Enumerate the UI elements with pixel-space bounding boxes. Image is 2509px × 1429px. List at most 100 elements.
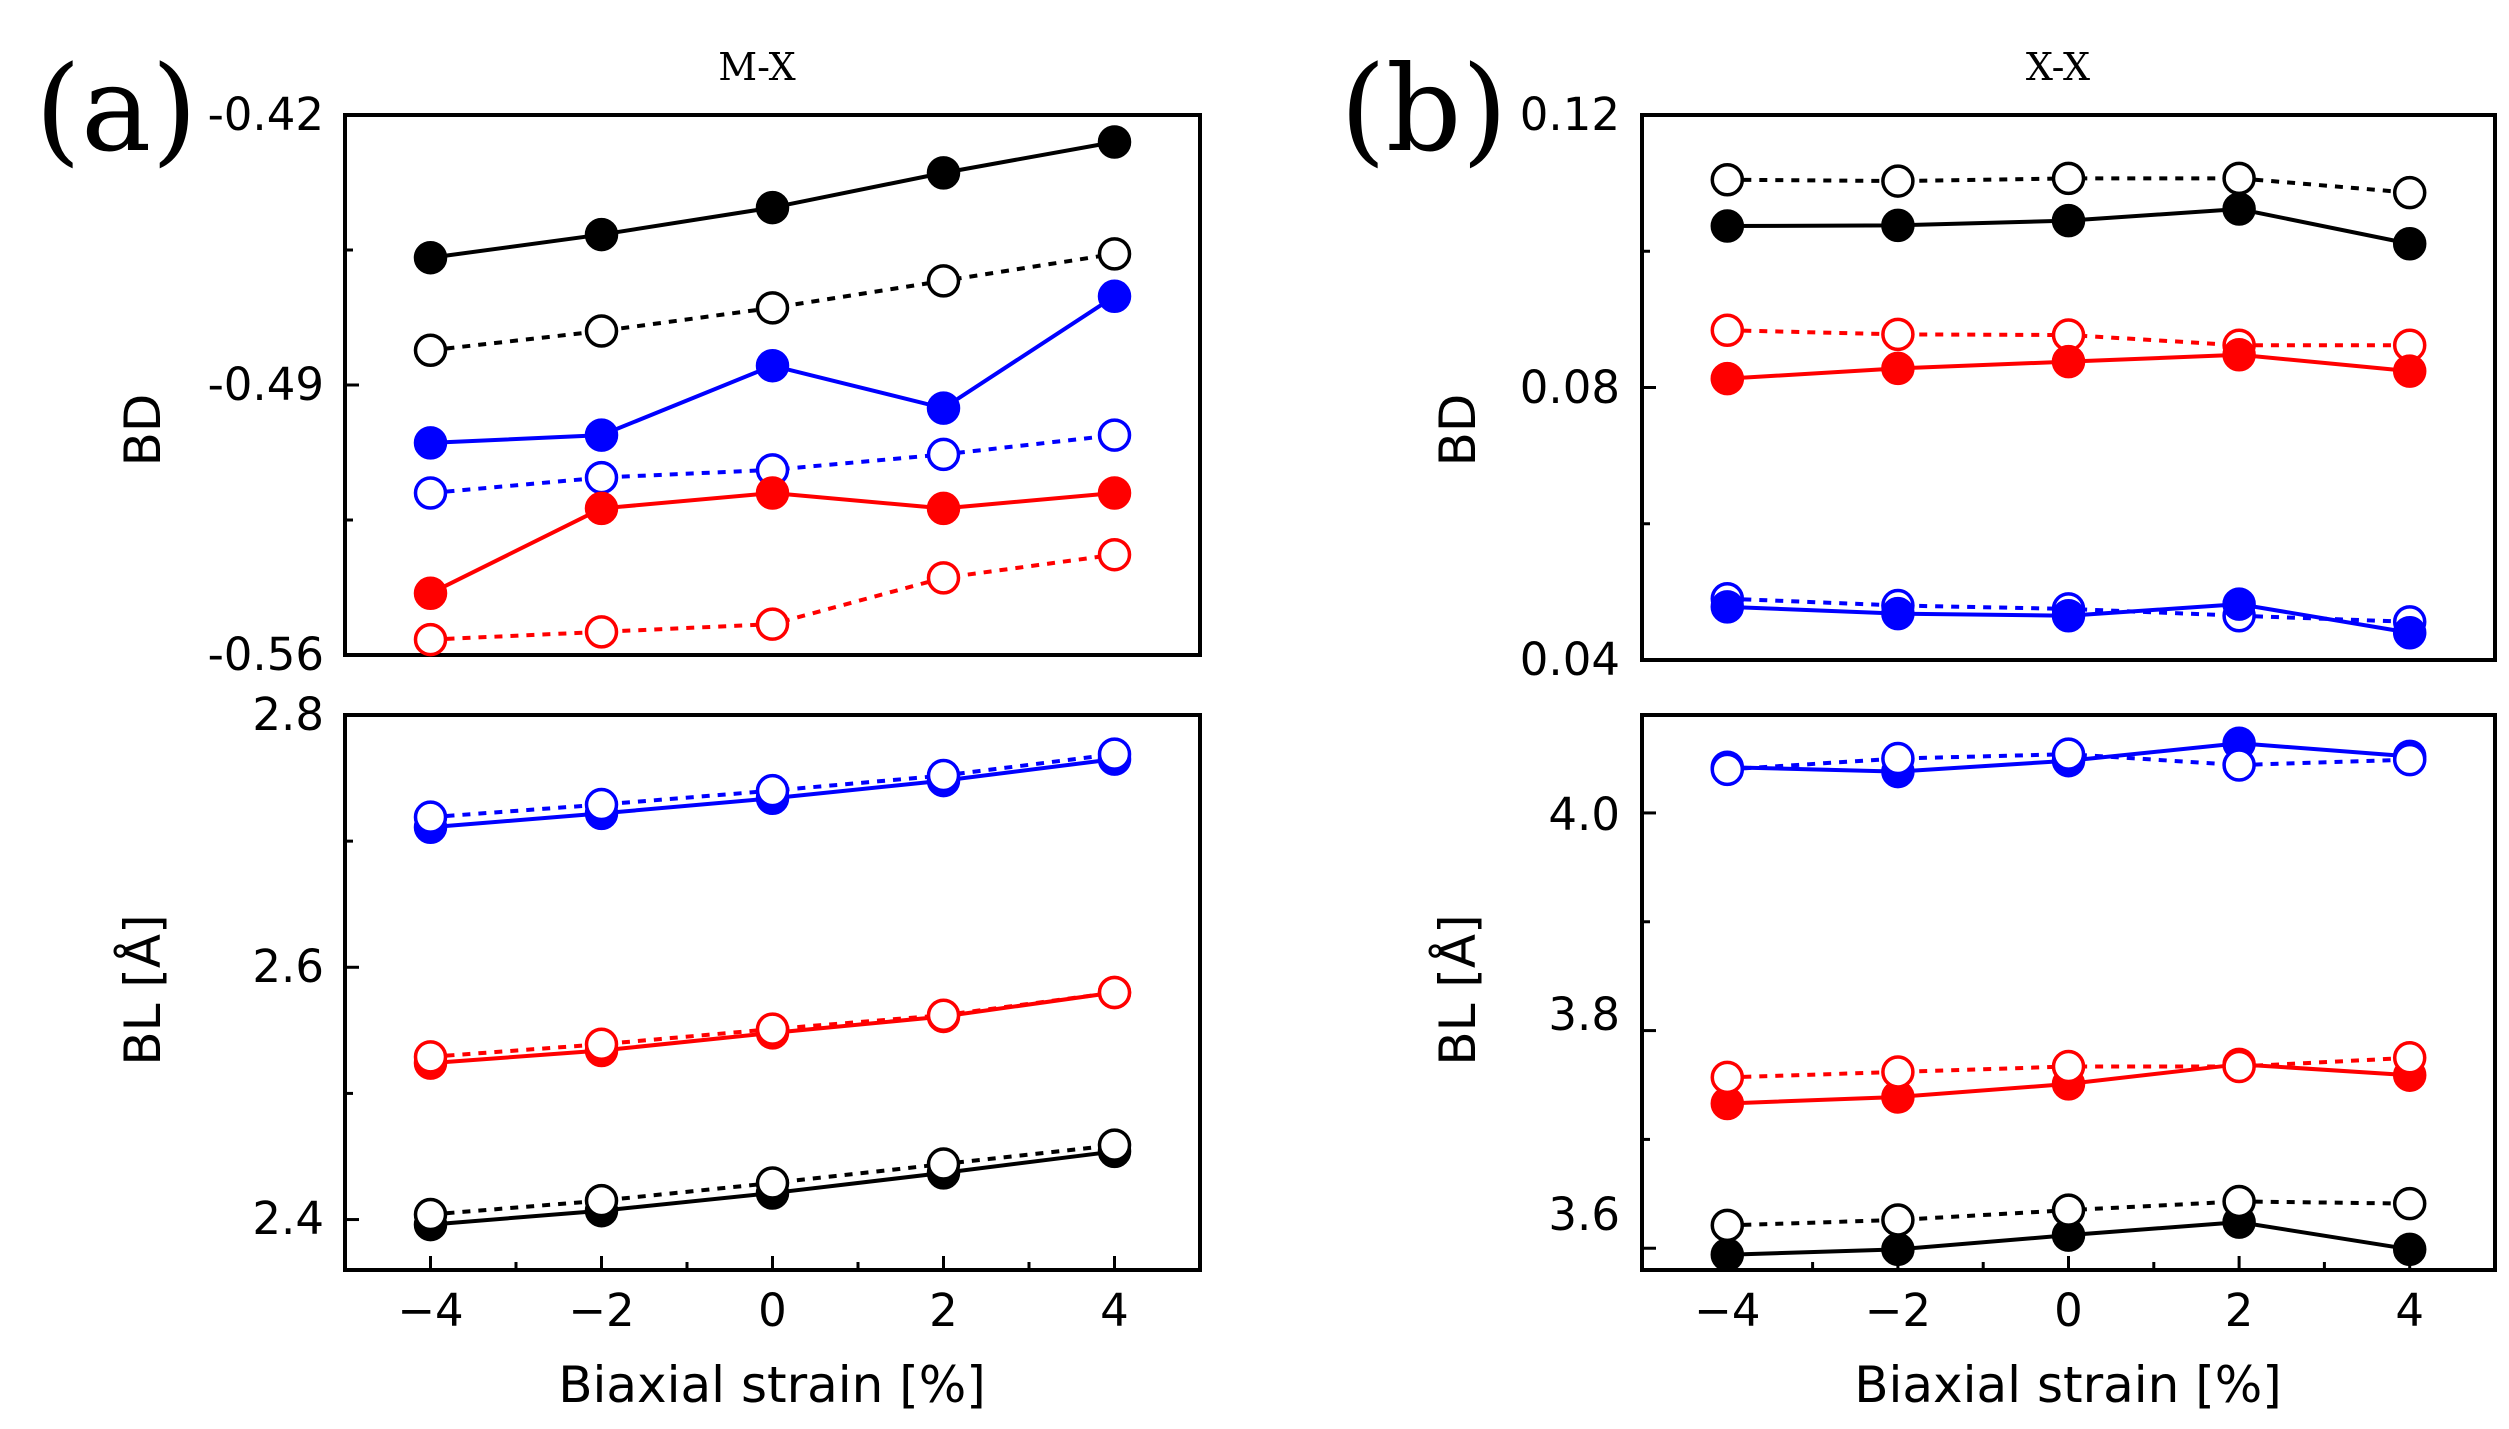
data-point: [584, 491, 619, 526]
x-tick-label: 0: [2054, 1284, 2083, 1337]
series-red-open: [413, 975, 1132, 1074]
x-tick-label: −2: [1865, 1284, 1931, 1337]
data-point: [2392, 616, 2427, 650]
data-point: [755, 476, 790, 510]
y-axis-label: BL [Å]: [1429, 914, 1487, 1065]
data-point: [755, 291, 790, 325]
data-point: [1097, 737, 1132, 771]
plot-a-bd: -0.42 -0.49 -0.56 BD: [114, 88, 1202, 681]
data-point: [2392, 1041, 2427, 1075]
panel-a-letter: (a): [35, 40, 197, 178]
series-red-open: [1710, 1041, 2427, 1095]
data-point: [1097, 1128, 1132, 1162]
y-tick-label: -0.56: [208, 628, 324, 681]
data-point: [1097, 125, 1132, 159]
data-point: [413, 426, 448, 460]
series-black-filled: [1710, 192, 2427, 261]
plot-a-bl: 2.8 2.6 2.4 BL [Å] −4 −2 0 2 4: [114, 688, 1202, 1337]
data-point: [1881, 1203, 1915, 1237]
series-black-open: [1710, 1184, 2427, 1243]
data-point: [2392, 1186, 2427, 1221]
data-point: [926, 264, 961, 298]
plot-b-bd: 0.12 0.08 0.04 BD: [1429, 88, 2497, 686]
data-point: [413, 476, 448, 510]
data-point: [584, 787, 619, 822]
x-tick-label: 2: [2225, 1284, 2254, 1337]
y-tick-label: 0.12: [1520, 88, 1620, 141]
data-point: [1881, 164, 1915, 198]
data-point: [2392, 227, 2427, 261]
data-point: [926, 156, 961, 190]
data-point: [2222, 338, 2256, 372]
series-line: [430, 251, 1115, 353]
series-red-open: [413, 537, 1132, 657]
data-point: [1097, 975, 1132, 1010]
y-tick-label: 3.6: [1548, 1188, 1620, 1241]
data-point: [2392, 742, 2427, 777]
plot-b-bl: 4.0 3.8 3.6 BL [Å] −4 −2 0 2 4: [1429, 713, 2497, 1337]
data-point: [755, 1166, 790, 1200]
y-axis-label: BL [Å]: [114, 914, 172, 1065]
data-point: [2392, 354, 2427, 388]
data-point: [584, 460, 619, 495]
data-point: [926, 561, 961, 595]
data-point: [1710, 752, 1745, 787]
data-point: [1881, 741, 1915, 776]
y-tick-label: 4.0: [1548, 788, 1620, 841]
data-point: [2051, 161, 2086, 196]
data-point: [926, 998, 961, 1032]
data-point: [413, 1197, 448, 1232]
data-point: [1881, 1055, 1915, 1089]
plot-b-bl-series: [1642, 726, 2427, 1272]
data-point: [2222, 587, 2256, 621]
plot-a-x-axis: −4 −2 0 2 4: [397, 1256, 1129, 1337]
data-point: [2051, 1049, 2086, 1084]
data-point: [755, 348, 790, 383]
series-blue-open: [1710, 737, 2427, 787]
series-blue-open: [413, 418, 1132, 510]
data-point: [1097, 537, 1132, 572]
series-red-filled: [413, 476, 1132, 611]
series-red-filled: [1710, 338, 2427, 396]
data-point: [413, 333, 448, 368]
data-point: [413, 576, 448, 611]
data-point: [2051, 344, 2086, 379]
y-axis-label: BD: [114, 394, 172, 467]
y-tick-label: 2.4: [252, 1192, 324, 1245]
data-point: [926, 437, 961, 472]
y-tick-label: -0.49: [208, 358, 324, 411]
data-point: [2222, 748, 2256, 782]
data-point: [1097, 279, 1132, 314]
y-tick-label: 2.6: [252, 940, 324, 993]
data-point: [584, 418, 619, 452]
x-tick-label: 2: [929, 1284, 958, 1337]
data-point: [755, 607, 790, 641]
panel-a: (a) M-X -0.42 -0.49 -0.56 BD 2.8 2.6 2.4…: [35, 40, 1202, 1414]
series-black-filled: [1710, 1205, 2427, 1272]
data-point: [584, 1027, 619, 1061]
data-point: [2051, 598, 2086, 633]
plot-b-bd-frame: [1640, 113, 2497, 662]
data-point: [584, 314, 619, 348]
data-point: [413, 622, 448, 657]
data-point: [2222, 1049, 2256, 1084]
x-axis-label: Biaxial strain [%]: [1854, 1356, 2282, 1414]
y-axis-label: BD: [1429, 394, 1487, 467]
data-point: [1710, 1208, 1745, 1243]
data-point: [584, 217, 619, 252]
y-tick-label: 0.04: [1520, 633, 1620, 686]
data-point: [2051, 737, 2086, 771]
data-point: [755, 190, 790, 225]
data-point: [1097, 476, 1132, 510]
data-point: [2222, 161, 2256, 196]
series-black-open: [1710, 161, 2427, 210]
data-point: [1881, 596, 1915, 631]
data-point: [413, 240, 448, 275]
data-point: [1097, 418, 1132, 452]
data-point: [2051, 203, 2086, 238]
data-point: [1710, 590, 1745, 624]
data-point: [2392, 175, 2427, 210]
data-point: [2051, 1193, 2086, 1227]
plot-b-bd-series: [1642, 113, 2427, 662]
data-point: [1881, 208, 1915, 243]
